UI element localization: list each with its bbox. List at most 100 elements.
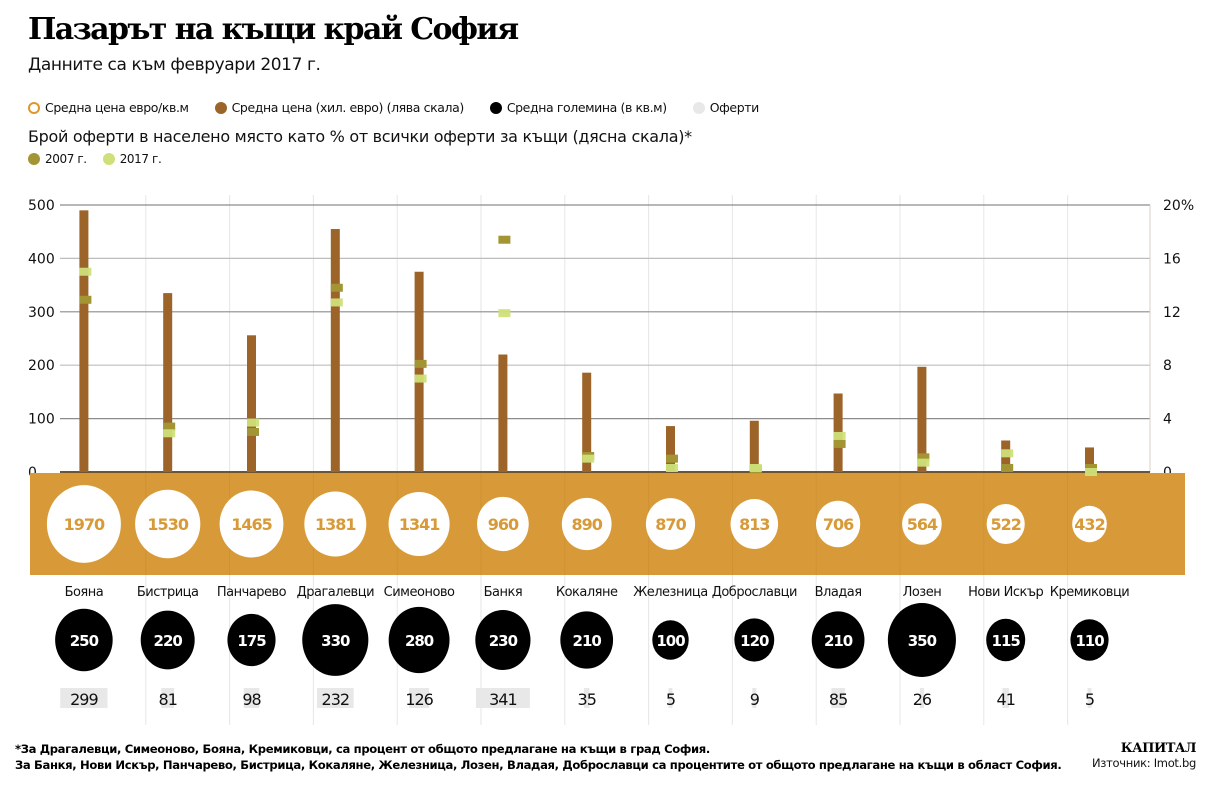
- marker-2007: [666, 454, 678, 463]
- price-per-sqm-circle: [645, 498, 696, 550]
- brand-logo: КАПИТАЛ: [1120, 741, 1197, 756]
- price-per-sqm-label: 1970: [64, 515, 105, 534]
- legend-item-offers: Оферти: [692, 100, 760, 115]
- avg-size-label: 115: [992, 632, 1021, 650]
- offers-bar: [243, 688, 260, 708]
- price-per-sqm-label: 564: [907, 515, 938, 534]
- marker-2017: [749, 463, 762, 472]
- avg-size-label: 120: [740, 632, 769, 650]
- avg-size-circle: [475, 610, 531, 670]
- price-per-sqm-label: 813: [739, 515, 769, 534]
- legend-item-avg-size: Средна големина (в кв.м): [489, 100, 667, 115]
- avg-size-circle: [887, 603, 956, 677]
- price-per-sqm-label: 1530: [147, 515, 188, 534]
- right-axis-tick-label: 20%: [1163, 198, 1194, 214]
- price-per-sqm-label: 706: [823, 515, 854, 534]
- offers-bar: [409, 688, 430, 708]
- offers-label: 26: [913, 690, 932, 709]
- price-per-sqm-label: 1465: [231, 515, 272, 534]
- marker-2017: [833, 431, 846, 440]
- offers-label: 299: [70, 690, 98, 709]
- offers-label: 5: [1085, 690, 1094, 709]
- offers-bar: [1002, 688, 1009, 708]
- price-per-sqm-label: 432: [1074, 515, 1104, 534]
- chart-title: Пазарът на къщи край София: [28, 12, 519, 47]
- avg-size-label: 110: [1075, 632, 1104, 650]
- dot-icon: [489, 101, 502, 114]
- offers-label: 232: [322, 690, 350, 709]
- offers-label: 85: [829, 690, 847, 709]
- marker-2017: [330, 298, 343, 307]
- category-label: Доброславци: [712, 585, 797, 600]
- offers-bar: [161, 688, 175, 708]
- marker-2017: [247, 418, 259, 427]
- price-per-sqm-label: 890: [571, 515, 602, 534]
- category-label: Драгалевци: [297, 585, 374, 600]
- price-bar: [330, 229, 340, 472]
- legend: Средна цена евро/кв.м Средна цена (хил. …: [28, 100, 785, 115]
- legend-label: 2017 г.: [119, 152, 162, 166]
- legend-label: Средна цена (хил. евро) (лява скала): [231, 100, 465, 115]
- marker-2007: [414, 359, 427, 368]
- offers-label: 341: [489, 690, 517, 709]
- marker-2017: [79, 267, 92, 276]
- offers-label: 98: [242, 690, 261, 709]
- category-label: Банкя: [484, 585, 523, 600]
- avg-size-circle: [811, 611, 865, 669]
- legend-item-avg-price: Средна цена (хил. евро) (лява скала): [214, 100, 465, 115]
- avg-size-circle: [652, 620, 689, 660]
- legend-share-heading: Брой оферти в населено място като % от в…: [28, 127, 692, 146]
- price-per-sqm-label: 960: [488, 515, 519, 534]
- dot-icon: [214, 101, 227, 114]
- price-bar: [917, 366, 927, 472]
- price-bar: [1085, 447, 1094, 472]
- marker-2007: [833, 439, 846, 448]
- right-axis-tick-label: 16: [1163, 251, 1181, 267]
- avg-size-circle: [388, 606, 450, 674]
- avg-size-circle: [560, 611, 614, 669]
- price-per-sqm-label: 522: [990, 515, 1020, 534]
- right-axis-tick-label: 4: [1163, 412, 1172, 428]
- marker-2007: [247, 427, 259, 436]
- brand: КАПИТАЛ Източник: Imot.bg: [1092, 741, 1197, 770]
- offers-bar: [60, 688, 108, 708]
- marker-2017: [1085, 468, 1097, 476]
- offers-label: 9: [750, 690, 760, 709]
- offers-bar: [668, 688, 673, 708]
- offers-bar: [752, 688, 757, 708]
- marker-2017: [498, 309, 511, 318]
- marker-2017: [1001, 449, 1014, 458]
- price-bar: [666, 426, 675, 472]
- category-label: Бояна: [65, 585, 104, 600]
- offers-bar: [831, 688, 845, 708]
- offers-bar: [316, 688, 354, 708]
- price-per-sqm-circle: [1072, 505, 1107, 543]
- price-bar: [582, 372, 592, 472]
- price-bar: [498, 354, 508, 472]
- price-bar: [749, 420, 759, 472]
- right-axis-tick-label: 12: [1163, 305, 1181, 321]
- price-bar: [163, 293, 173, 472]
- legend-label: Оферти: [709, 100, 760, 115]
- price-per-sqm-circle: [219, 490, 284, 558]
- avg-size-circle: [1070, 619, 1109, 661]
- price-bar: [79, 210, 89, 472]
- avg-size-label: 100: [656, 632, 685, 650]
- avg-size-circle: [734, 618, 775, 662]
- category-label: Кокаляне: [556, 585, 618, 600]
- chart-subtitle: Данните са към февруари 2017 г.: [28, 55, 321, 75]
- offers-bar: [1087, 688, 1092, 708]
- left-axis-tick-label: 400: [28, 251, 55, 267]
- price-per-sqm-circle: [902, 503, 942, 545]
- avg-size-circle: [55, 608, 113, 672]
- dot-icon: [28, 153, 40, 165]
- avg-size-circle: [986, 618, 1026, 662]
- marker-2007: [330, 283, 343, 292]
- footnote-line-1: *За Драгалевци, Симеоново, Бояна, Кремик…: [15, 742, 710, 756]
- price-bar: [414, 271, 424, 472]
- category-label: Панчарево: [217, 585, 287, 600]
- category-label: Владая: [815, 585, 862, 600]
- left-axis-tick-label: 500: [28, 198, 55, 214]
- price-per-sqm-circle: [561, 497, 612, 551]
- marker-2017: [414, 374, 427, 383]
